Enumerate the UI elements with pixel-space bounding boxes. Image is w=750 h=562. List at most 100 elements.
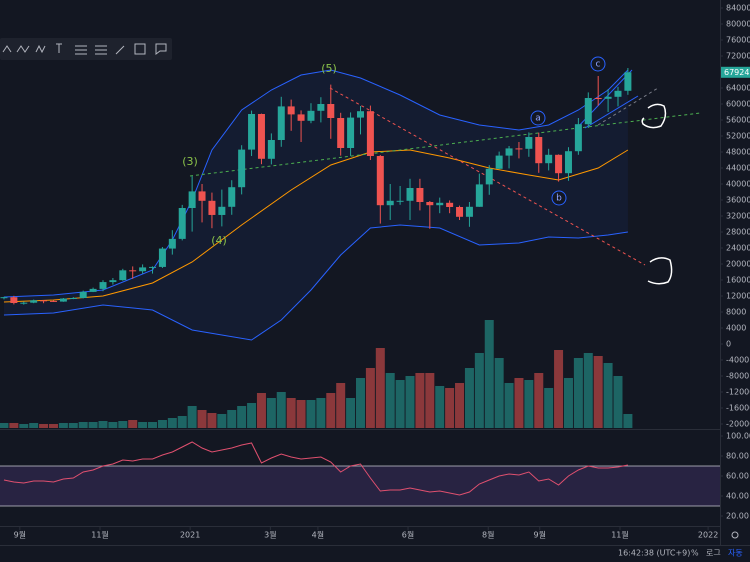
candle-body	[257, 114, 265, 159]
wave-label: b	[556, 194, 562, 204]
candle-body	[188, 191, 196, 208]
volume-bar	[217, 414, 227, 428]
volume-bar	[227, 410, 237, 428]
x-tick-label: 9월	[534, 530, 546, 540]
volume-bar	[316, 398, 326, 428]
y-tick-label: 52000	[726, 132, 750, 141]
volume-bar	[385, 373, 395, 428]
wave-circle	[530, 110, 546, 126]
volume-bar	[187, 406, 197, 428]
volume-bar	[157, 420, 167, 428]
volume-bar	[29, 423, 39, 428]
candle-body	[396, 200, 404, 202]
rsi-line	[3, 441, 628, 496]
volume-bar	[58, 423, 68, 428]
clock: 16:42:38 (UTC+9)	[618, 549, 690, 558]
candle-body	[248, 114, 256, 150]
volume-bar	[256, 393, 266, 428]
y-tick-label: 32000	[726, 212, 750, 221]
candle-body	[386, 200, 394, 206]
volume-bar	[237, 406, 247, 428]
y-tick-label: 76000	[726, 36, 750, 45]
volume-bar	[346, 398, 356, 428]
settings-icon[interactable]	[731, 531, 739, 539]
candle-body	[495, 155, 503, 169]
y-tick-label: 56000	[726, 116, 750, 125]
volume-bar	[118, 421, 128, 428]
candle-body	[30, 300, 38, 303]
log-toggle[interactable]: 로그	[706, 549, 721, 558]
candle-body	[89, 288, 97, 292]
indicator-line	[3, 69, 629, 298]
volume-bar	[306, 400, 316, 428]
candle-body	[564, 151, 572, 174]
volume-bar	[494, 358, 504, 428]
candle-body	[129, 270, 137, 272]
volume-bar	[247, 403, 257, 428]
volume-bar	[573, 358, 583, 428]
candle-body	[287, 106, 295, 115]
rsi-tick-label: 20.00	[726, 512, 749, 521]
volume-bar	[583, 353, 593, 428]
candle-body	[69, 298, 77, 299]
rsi-tick-label: 60.00	[726, 472, 749, 481]
x-tick-label: 2022	[698, 531, 718, 540]
x-tick-label: 4월	[312, 530, 324, 540]
candle-body	[40, 300, 48, 302]
volume-bar	[88, 422, 98, 428]
volume-bar	[197, 410, 207, 428]
candle-body	[109, 280, 117, 283]
y-tick-label: -12000	[726, 388, 750, 397]
auto-toggle[interactable]: 자동	[728, 549, 743, 558]
status-bar	[0, 545, 750, 562]
candle-body	[525, 137, 533, 149]
volume-bar	[524, 380, 534, 428]
candle-body	[0, 297, 8, 299]
candle-body	[456, 207, 464, 217]
volume-bar	[148, 422, 158, 428]
x-tick-label: 11월	[611, 530, 629, 540]
y-tick-label: -16000	[726, 404, 750, 413]
wave-label: (4)	[211, 234, 227, 247]
y-tick-label: 36000	[726, 196, 750, 205]
candle-body	[178, 208, 186, 239]
candle-body	[20, 302, 28, 304]
volume-bar	[534, 373, 544, 428]
y-tick-label: 44000	[726, 164, 750, 173]
volume-bar	[68, 423, 78, 428]
volume-bar	[504, 383, 514, 428]
volume-bar	[484, 320, 494, 428]
y-tick-label: 40000	[726, 180, 750, 189]
volume-bar	[445, 388, 455, 428]
drawing-toolbar[interactable]	[0, 38, 172, 60]
volume-bar	[128, 420, 138, 428]
percent-toggle[interactable]: %	[691, 549, 699, 558]
candle-body	[218, 206, 226, 215]
volume-bar	[276, 392, 286, 428]
candle-body	[436, 202, 444, 206]
candle-body	[594, 98, 602, 99]
indicator-line	[3, 149, 629, 303]
y-tick-label: 28000	[726, 228, 750, 237]
y-tick-label: -20000	[726, 420, 750, 429]
volume-bar	[78, 422, 88, 428]
volume-bar	[9, 423, 19, 428]
candle-body	[574, 124, 582, 152]
x-tick-label: 8월	[482, 530, 494, 540]
volume-bar	[603, 363, 613, 428]
y-tick-label: 48000	[726, 148, 750, 157]
volume-bar	[39, 424, 49, 428]
x-tick-label: 6월	[402, 530, 414, 540]
candle-body	[416, 188, 424, 202]
volume-bar	[623, 414, 633, 428]
volume-bar	[19, 424, 29, 428]
candle-body	[327, 104, 335, 118]
volume-bar	[464, 368, 474, 428]
candle-body	[238, 149, 246, 188]
candle-body	[584, 98, 592, 125]
rsi-tick-label: 80.00	[726, 452, 749, 461]
y-tick-label: -8000	[726, 372, 749, 381]
x-tick-label: 3월	[264, 530, 276, 540]
last-price-label: 67924	[724, 68, 749, 77]
